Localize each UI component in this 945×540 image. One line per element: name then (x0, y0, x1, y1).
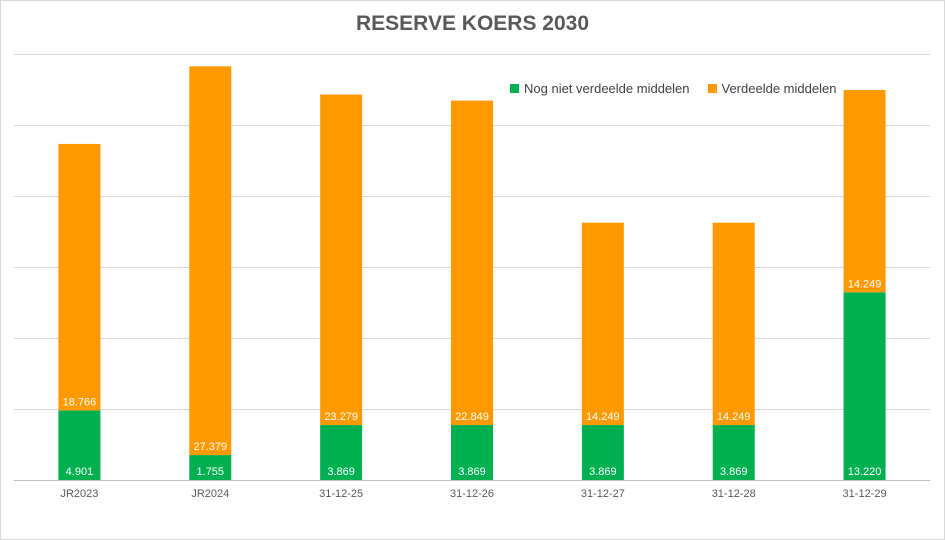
bar-segment-nog-niet-verdeeld (58, 410, 101, 480)
data-label: 23.279 (324, 411, 358, 423)
x-tick-label: 31-12-26 (450, 488, 494, 500)
bar-segment-verdeeld (451, 100, 493, 426)
x-tick-label: JR2023 (60, 488, 98, 500)
bar-segment-nog-niet-verdeeld (843, 292, 886, 480)
bar-segment-verdeeld (843, 89, 886, 293)
bar-segment-verdeeld (712, 222, 755, 426)
x-tick-label: 31-12-25 (319, 488, 363, 500)
data-label: 27.379 (193, 441, 227, 453)
data-label: 14.249 (717, 411, 751, 423)
legend-item-nog-niet-verdeeld: Nog niet verdeelde middelen (510, 81, 690, 96)
bar-segment-nog-niet-verdeeld (712, 425, 755, 480)
bar-segment-nog-niet-verdeeld (451, 425, 493, 480)
x-tick-label: JR2024 (191, 488, 229, 500)
data-label: 22.849 (455, 411, 489, 423)
data-label: 14.249 (848, 278, 882, 290)
bar-segment-nog-niet-verdeeld (189, 455, 232, 480)
x-tick-label: 31-12-27 (581, 488, 625, 500)
bar-segment-verdeeld (189, 66, 232, 456)
bar-segment-nog-niet-verdeeld (581, 425, 624, 480)
legend-label-verdeeld: Verdeelde middelen (721, 81, 837, 96)
chart-legend: Nog niet verdeelde middelen Verdeelde mi… (510, 81, 854, 96)
legend-swatch-green (510, 84, 519, 93)
bar-segment-verdeeld (581, 222, 624, 426)
bar-segment-verdeeld (320, 94, 363, 426)
x-tick-label: 31-12-29 (843, 488, 887, 500)
data-label: 13.220 (848, 466, 882, 478)
data-label: 4.901 (66, 466, 94, 478)
chart-title: RESERVE KOERS 2030 (355, 12, 590, 35)
legend-label-nog-niet-verdeeld: Nog niet verdeelde middelen (524, 81, 690, 96)
bar-segment-nog-niet-verdeeld (320, 425, 363, 480)
data-label: 18.766 (63, 396, 97, 408)
data-label: 14.249 (586, 411, 620, 423)
data-label: 3.869 (458, 466, 486, 478)
x-tick-label: 31-12-28 (712, 488, 756, 500)
data-label: 3.869 (720, 466, 748, 478)
bar-segment-verdeeld (58, 143, 101, 411)
data-label: 1.755 (197, 466, 225, 478)
data-label: 3.869 (589, 466, 617, 478)
data-label: 3.869 (327, 466, 355, 478)
legend-item-verdeeld: Verdeelde middelen (707, 81, 837, 96)
legend-swatch-orange (707, 84, 717, 93)
